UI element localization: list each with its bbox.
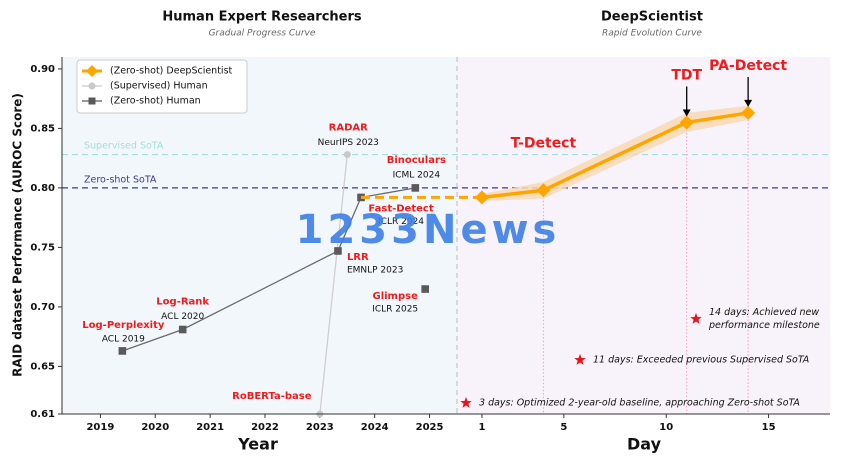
point-venue: ICLR 2024 [378,217,424,227]
annotation: 14 days: Achieved new [709,307,819,318]
point-venue: EMNLP 2023 [347,265,403,275]
point [178,325,187,334]
point-label: Fast-Detect [368,203,433,214]
legend: (Zero-shot) DeepScientist (Supervised) Hu… [76,59,248,114]
y-tick-label: 0.75 [30,242,55,253]
x-tick-label: 10 [659,422,673,433]
left-panel-bg [62,57,457,414]
legend-marker [88,97,96,105]
point [343,151,351,159]
star [460,397,472,408]
star [690,313,702,324]
right-subtitle: Rapid Evolution Curve [602,29,702,39]
point-venue: ACL 2019 [102,334,145,344]
point-venue: ACL 2020 [161,312,204,322]
annotation: 11 days: Exceeded previous Supervised So… [593,355,809,366]
y-tick-label: 0.90 [30,64,55,75]
point-label: RoBERTa-base [232,391,312,402]
left-title: Human Expert Researchers [162,10,362,25]
point-venue: NeurIPS 2023 [318,138,379,148]
watermark: 1233News [296,207,561,253]
point-venue: ICLR 2025 [372,305,418,315]
reference-label: Supervised SoTA [84,141,164,152]
x-axis-label: Year [237,435,278,454]
x-tick-label: 2024 [361,422,389,433]
point [334,247,342,255]
point-label: Binoculars [387,155,446,166]
x-tick-label: 5 [560,422,567,433]
point-label: TDT [671,67,702,83]
right-title: DeepScientist [601,10,703,25]
annotation: 3 days: Optimized 2-year-old baseline, a… [479,398,800,409]
left-subtitle: Gradual Progress Curve [209,29,316,39]
y-tick-label: 0.80 [30,183,55,194]
point-label: Log-Rank [156,297,209,308]
legend-marker [88,82,96,90]
legend-label: (Zero-shot) DeepScientist [110,66,233,77]
series-line [319,154,348,415]
y-axis-label: RAID dataset Performance (AUROC Score) [11,93,25,377]
right-panel-bg [457,57,830,414]
legend-label: (Zero-shot) Human [110,96,201,107]
legend-box [76,59,248,114]
point-venue: ICML 2024 [393,170,441,180]
series-line [481,111,749,200]
point [741,105,756,120]
x-tick-label: 15 [762,422,776,433]
x-tick-label: 2022 [251,422,279,433]
point [411,184,420,192]
x-tick-label: 2025 [416,422,444,433]
legend-label: (Supervised) Human [110,81,208,92]
arrow-head [744,99,753,107]
point-label: Log-Perplexity [82,320,165,331]
point-label: PA-Detect [709,58,787,74]
legend-marker [86,65,98,77]
point [474,190,489,205]
y-tick-label: 0.70 [30,302,55,313]
point [679,115,694,130]
star [574,354,586,365]
x-tick-label: 2023 [306,422,334,433]
x-axis-label: Day [627,435,662,454]
x-tick-label: 2020 [141,422,169,433]
y-tick-label: 0.85 [30,123,55,134]
annotation: performance milestone [708,320,820,331]
x-tick-label: 2021 [196,422,224,433]
x-tick-label: 1 [478,422,485,433]
point-label: Glimpse [372,291,418,302]
point [421,285,429,293]
confidence-band [481,105,749,201]
point-label: RADAR [329,123,368,134]
point [118,347,127,355]
arrow-head [682,109,691,117]
point-label: LRR [347,252,369,263]
y-tick-label: 0.65 [30,361,55,372]
point [536,183,551,198]
reference-label: Zero-shot SoTA [84,175,157,186]
point-label: T-Detect [511,135,577,151]
y-tick-label: 0.61 [30,409,55,420]
x-tick-label: 2019 [86,422,114,433]
